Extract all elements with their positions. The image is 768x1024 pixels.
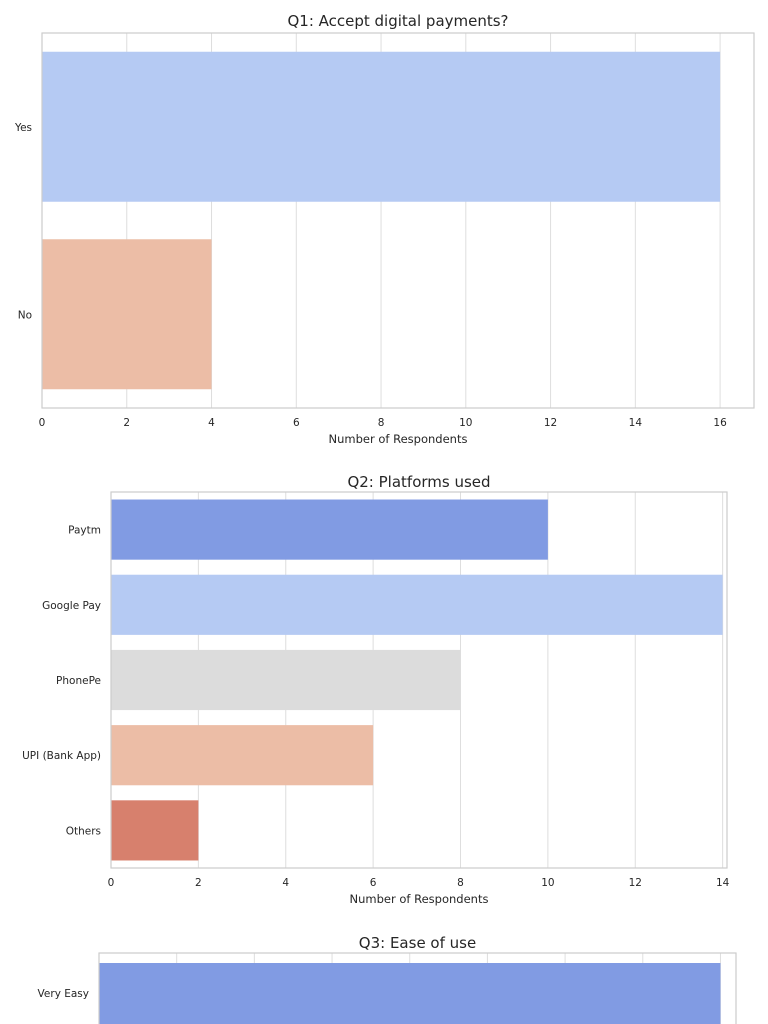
y-tick-label: Google Pay	[42, 600, 101, 612]
chart-title: Q2: Platforms used	[347, 473, 490, 491]
chart-2: Q2: Platforms used Paytm Google Pay PhonePe…	[22, 473, 729, 906]
x-tick-label: 6	[293, 417, 300, 429]
x-tick-label: 8	[378, 417, 385, 429]
y-tick-label: No	[18, 309, 32, 321]
x-tick-label: 2	[195, 877, 202, 889]
y-tick-label: Others	[66, 825, 101, 837]
bar-paytm	[111, 499, 548, 560]
plot-frame	[98, 952, 737, 1024]
bar-upi-bank-app-	[111, 725, 374, 786]
x-tick-label: 10	[541, 877, 554, 889]
x-tick-label: 12	[544, 417, 557, 429]
x-tick-label: 14	[716, 877, 730, 889]
x-tick-label: 0	[39, 417, 46, 429]
x-tick-label: 14	[629, 417, 643, 429]
bar-very-easy	[99, 963, 721, 1024]
x-tick-label: 16	[713, 417, 727, 429]
x-tick-label: 6	[370, 877, 377, 889]
x-tick-label: 2	[123, 417, 130, 429]
x-tick-label: 10	[459, 417, 472, 429]
plot-frame	[41, 32, 755, 409]
bar-yes	[42, 51, 721, 202]
y-tick-label: PhonePe	[56, 675, 101, 687]
y-tick-label: UPI (Bank App)	[22, 750, 101, 762]
chart-1: Q1: Accept digital payments? Yes No 0 2 4 6 8 10…	[14, 12, 755, 446]
x-tick-label: 0	[108, 877, 115, 889]
y-tick-label: Paytm	[68, 525, 101, 537]
bar-phonepe	[111, 649, 461, 711]
plot-frame	[110, 491, 728, 869]
x-axis-label: Number of Respondents	[350, 892, 489, 906]
x-axis-label: Number of Respondents	[329, 432, 468, 446]
bar-others	[111, 800, 199, 861]
chart-title: Q1: Accept digital payments?	[287, 12, 508, 30]
y-tick-label: Yes	[14, 122, 32, 134]
y-tick-label: Very Easy	[38, 988, 89, 1000]
x-tick-label: 4	[208, 417, 215, 429]
x-tick-label: 12	[629, 877, 642, 889]
x-tick-label: 4	[282, 877, 289, 889]
bar-google-pay	[111, 574, 723, 635]
x-tick-label: 8	[457, 877, 464, 889]
chart-3: Q3: Ease of use Very Easy	[38, 934, 737, 1024]
bar-no	[42, 239, 212, 390]
chart-title: Q3: Ease of use	[359, 934, 476, 952]
